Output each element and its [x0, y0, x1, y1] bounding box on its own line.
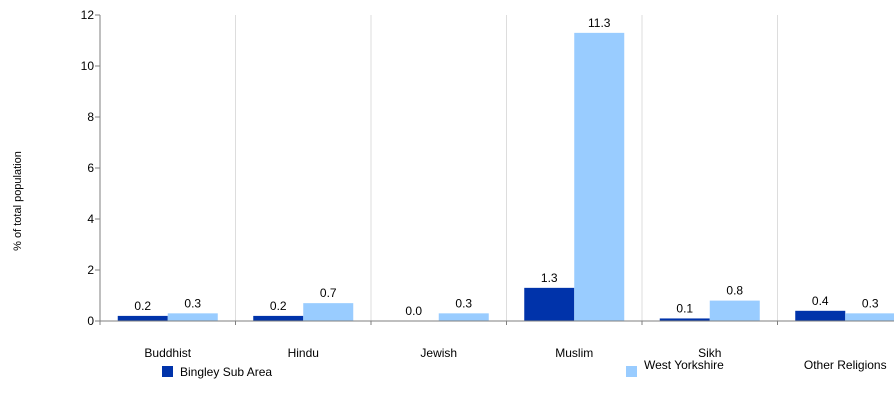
- bar-west-yorkshire-buddhist: [167, 313, 218, 321]
- category-label: Jewish: [420, 346, 457, 360]
- y-tick-label: 0: [87, 314, 94, 328]
- legend-label: West Yorkshire: [644, 358, 724, 372]
- y-tick-label: 12: [81, 8, 95, 22]
- category-label: Hindu: [288, 346, 319, 360]
- bars: [117, 32, 894, 321]
- data-labels: 0.2 0.3 0.2 0.7 0.0 0.3 1.3 11.3 0.1 0.8 0.4 0.3: [134, 16, 879, 318]
- y-tick-label: 10: [81, 59, 95, 73]
- data-label: 0.7: [320, 286, 337, 300]
- legend-swatch: [162, 366, 173, 377]
- grid-lines: [235, 15, 778, 321]
- bar-west-yorkshire-muslim: [574, 32, 625, 321]
- bar-west-yorkshire-sikh: [709, 300, 760, 321]
- bar-bingley-sub-area-other-religions: [795, 310, 846, 321]
- bar-bingley-sub-area-sikh: [659, 318, 710, 321]
- y-tick-label: 2: [87, 263, 94, 277]
- data-label: 11.3: [588, 16, 611, 30]
- axes: Buddhist Hindu Jewish Muslim Sikh Other Relig…: [81, 8, 894, 372]
- data-label: 0.2: [270, 299, 287, 313]
- legend: Bingley Sub Area West Yorkshire: [162, 358, 724, 379]
- data-label: 0.3: [455, 296, 472, 310]
- bar-bingley-sub-area-hindu: [253, 315, 304, 321]
- y-tick-label: 6: [87, 161, 94, 175]
- bar-bingley-sub-area-muslim: [524, 287, 575, 321]
- bar-west-yorkshire-jewish: [438, 313, 489, 321]
- bar-west-yorkshire-other-religions: [845, 313, 894, 321]
- data-label: 0.2: [134, 299, 151, 313]
- legend-swatch: [626, 366, 637, 377]
- data-label: 0.8: [726, 284, 743, 298]
- data-label: 0.0: [405, 304, 422, 318]
- legend-label: Bingley Sub Area: [180, 365, 272, 379]
- y-axis-title: % of total population: [12, 151, 24, 251]
- category-label: Sikh: [698, 346, 721, 360]
- y-tick-label: 4: [87, 212, 94, 226]
- bar-west-yorkshire-hindu: [303, 303, 354, 321]
- data-label: 0.3: [862, 296, 879, 310]
- category-label: Buddhist: [144, 346, 191, 360]
- bar-bingley-sub-area-buddhist: [117, 315, 168, 321]
- category-label: Muslim: [555, 346, 593, 360]
- data-label: 1.3: [541, 271, 558, 285]
- data-label: 0.3: [184, 296, 201, 310]
- data-label: 0.1: [676, 301, 693, 315]
- data-label: 0.4: [812, 294, 829, 308]
- y-tick-label: 8: [87, 110, 94, 124]
- category-label: Other Religions: [804, 358, 887, 372]
